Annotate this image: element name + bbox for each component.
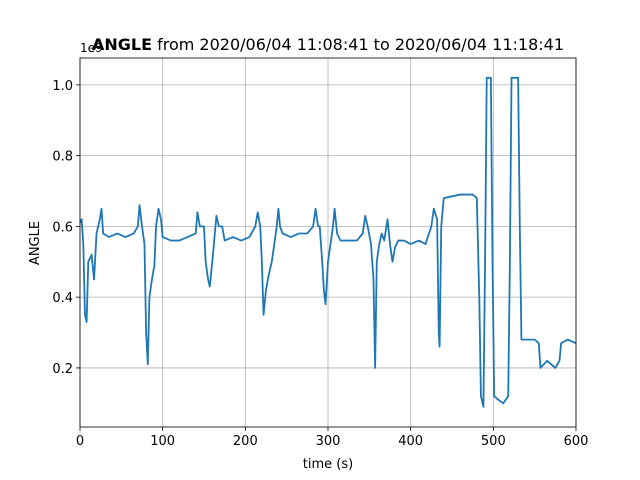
offset-text: 1e9 bbox=[80, 41, 103, 55]
x-axis-label: time (s) bbox=[303, 457, 353, 472]
title-bold: ANGLE bbox=[92, 35, 152, 54]
data-line bbox=[79, 76, 577, 408]
x-tick-label: 0 bbox=[76, 434, 84, 449]
x-tick-label: 200 bbox=[233, 434, 258, 449]
y-tick-label: 0.4 bbox=[52, 291, 73, 306]
x-tick-label: 600 bbox=[564, 434, 589, 449]
plot-frame bbox=[79, 57, 577, 428]
y-tick-label: 0.6 bbox=[52, 220, 73, 235]
chart-title: ANGLE from 2020/06/04 11:08:41 to 2020/0… bbox=[92, 35, 564, 54]
y-axis-label: ANGLE bbox=[28, 221, 43, 265]
x-tick-label: 500 bbox=[481, 434, 506, 449]
y-tick-label: 1.0 bbox=[52, 79, 73, 94]
x-tick-label: 400 bbox=[398, 434, 423, 449]
y-tick-label: 0.2 bbox=[52, 362, 73, 377]
x-tick-label: 100 bbox=[150, 434, 175, 449]
title-rest: from 2020/06/04 11:08:41 to 2020/06/04 1… bbox=[157, 35, 564, 54]
y-tick-label: 0.8 bbox=[52, 150, 73, 165]
x-tick-label: 300 bbox=[316, 434, 341, 449]
